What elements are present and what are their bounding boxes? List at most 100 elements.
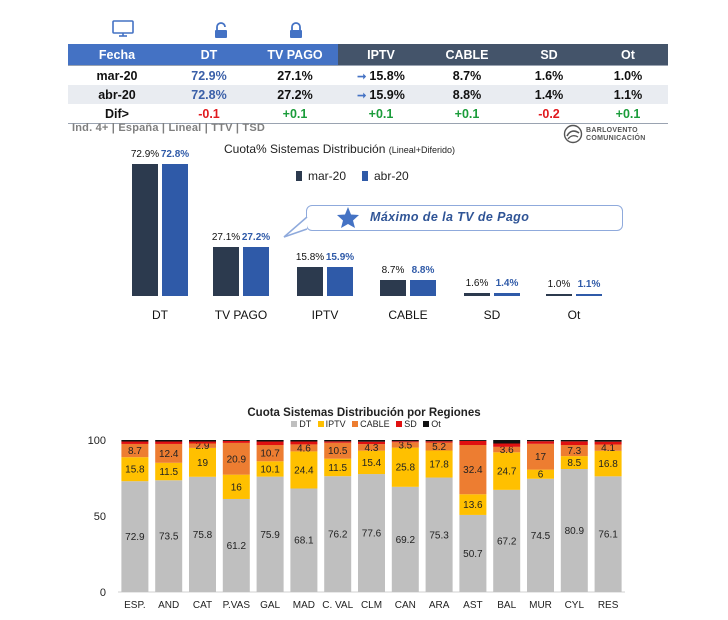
legend-swatch-ot bbox=[423, 421, 430, 427]
segment-label-cable: 20.9 bbox=[227, 454, 247, 465]
bar-abr-iptv bbox=[327, 267, 353, 296]
segment-label-iptv: 8.5 bbox=[567, 458, 581, 469]
segment-iptv bbox=[358, 450, 385, 475]
segment-label-iptv: 15.4 bbox=[362, 458, 382, 469]
segment-dt bbox=[425, 477, 453, 592]
segment-cable bbox=[425, 442, 453, 451]
cell-sd: 1.6% bbox=[510, 65, 588, 85]
category-label: IPTV bbox=[311, 308, 339, 322]
segment-sd bbox=[222, 440, 250, 443]
cell-ot: 1.1% bbox=[588, 85, 668, 104]
segment-label-iptv: 13.6 bbox=[463, 500, 483, 511]
header-cable: CABLE bbox=[424, 44, 510, 66]
bar-mar-ot bbox=[546, 294, 572, 296]
region-label: GAL bbox=[260, 600, 280, 611]
bar-abr-cable bbox=[410, 280, 436, 296]
legend-label-mar: mar-20 bbox=[308, 169, 347, 183]
segment-dt bbox=[358, 474, 385, 592]
category-label: CABLE bbox=[388, 308, 428, 322]
segment-iptv bbox=[290, 451, 318, 489]
cell-dt: 72.9% bbox=[166, 65, 252, 85]
segment-iptv bbox=[425, 450, 453, 478]
segment-label-cable: 4.3 bbox=[365, 443, 379, 454]
segment-ot bbox=[155, 440, 183, 442]
segment-sd bbox=[358, 441, 385, 445]
chart1-title: Cuota% Sistemas Distribución (Lineal+Dif… bbox=[224, 142, 455, 156]
table-row: mar-20 72.9% 27.1% ➞ 15.8% 8.7% 1.6% 1.0% bbox=[68, 65, 668, 85]
legend-swatch-mar bbox=[296, 171, 302, 181]
category-label: Ot bbox=[567, 308, 581, 322]
segment-label-iptv: 17.8 bbox=[429, 460, 449, 471]
region-label: ESP. bbox=[124, 600, 146, 611]
region-label: CAT bbox=[193, 600, 212, 611]
segment-ot bbox=[425, 440, 453, 442]
segment-ot bbox=[391, 440, 419, 442]
segment-ot bbox=[560, 440, 588, 442]
segment-sd bbox=[425, 441, 453, 443]
cell-iptv: ➞ 15.8% bbox=[338, 65, 424, 85]
logo-line1: BARLOVENTO bbox=[586, 127, 638, 134]
segment-ot bbox=[189, 440, 216, 442]
segment-dt bbox=[560, 469, 588, 592]
segment-iptv bbox=[155, 462, 183, 481]
segment-sd bbox=[324, 441, 352, 443]
legend-swatch-cable bbox=[352, 421, 359, 427]
segment-cable bbox=[290, 444, 318, 452]
segment-sd bbox=[493, 443, 521, 447]
segment-label-dt: 50.7 bbox=[463, 549, 483, 560]
bar-label-abr: 1.4% bbox=[495, 278, 519, 290]
chart2-title: Cuota Sistemas Distribución por Regiones bbox=[247, 407, 481, 419]
cell-cable: +0.1 bbox=[424, 104, 510, 124]
segment-label-iptv: 24.4 bbox=[294, 465, 314, 476]
bar-label-mar: 1.0% bbox=[547, 279, 571, 291]
header-sd: SD bbox=[510, 44, 588, 66]
bar-label-mar: 72.9% bbox=[130, 149, 160, 160]
segment-dt bbox=[290, 488, 318, 592]
segment-label-cable: 2.9 bbox=[196, 441, 210, 452]
segment-label-iptv: 11.5 bbox=[159, 467, 178, 478]
segment-label-iptv: 24.7 bbox=[497, 467, 517, 478]
tv-icon bbox=[112, 20, 134, 37]
segment-sd bbox=[256, 441, 284, 446]
bar-label-abr: 1.1% bbox=[577, 279, 601, 290]
segment-cable bbox=[324, 442, 352, 459]
segment-label-dt: 80.9 bbox=[565, 526, 585, 537]
segment-label-dt: 76.2 bbox=[328, 530, 348, 541]
cell-dt: -0.1 bbox=[166, 104, 252, 124]
bar-abr-dt bbox=[162, 164, 188, 296]
chart1-title-main: Cuota% Sistemas Distribución bbox=[224, 142, 386, 156]
cell-iptv-value: 15.8% bbox=[369, 68, 405, 83]
chart2-legend: DT IPTV CABLE SD Ot bbox=[0, 419, 728, 429]
legend-swatch-abr bbox=[362, 171, 368, 181]
legend-label-sd: SD bbox=[404, 419, 417, 429]
segment-cable bbox=[222, 442, 250, 475]
segment-iptv bbox=[527, 469, 554, 479]
segment-sd bbox=[594, 441, 622, 445]
region-label: CAN bbox=[395, 600, 416, 611]
legend-swatch-iptv bbox=[317, 421, 324, 427]
segment-sd bbox=[121, 441, 149, 444]
chart1-subtitle: (Lineal+Diferido) bbox=[388, 145, 456, 155]
segment-sd bbox=[459, 440, 487, 446]
segment-ot bbox=[358, 440, 385, 442]
cell-tvpago: 27.1% bbox=[252, 65, 338, 85]
cell-tvpago: 27.2% bbox=[252, 85, 338, 104]
cell-cable: 8.7% bbox=[424, 65, 510, 85]
segment-label-dt: 74.5 bbox=[531, 531, 551, 542]
legend-mar: mar-20 bbox=[296, 169, 346, 183]
segment-dt bbox=[459, 514, 487, 592]
region-label: MAD bbox=[293, 600, 315, 611]
segment-label-iptv: 19 bbox=[197, 458, 209, 469]
segment-iptv bbox=[560, 456, 588, 470]
segment-cable bbox=[391, 442, 419, 448]
cell-sd: 1.4% bbox=[510, 85, 588, 104]
bar-label-abr: 27.2% bbox=[241, 231, 271, 243]
bar-abr-tv-pago bbox=[243, 246, 269, 296]
segment-sd bbox=[155, 441, 183, 444]
logo-text: BARLOVENTO COMUNICACIÓN bbox=[586, 127, 646, 143]
bar-mar-dt bbox=[132, 164, 158, 296]
legend-abr: abr-20 bbox=[362, 169, 409, 183]
region-label: AND bbox=[158, 600, 179, 611]
segment-cable bbox=[459, 445, 487, 495]
row-label: Dif> bbox=[68, 104, 166, 124]
